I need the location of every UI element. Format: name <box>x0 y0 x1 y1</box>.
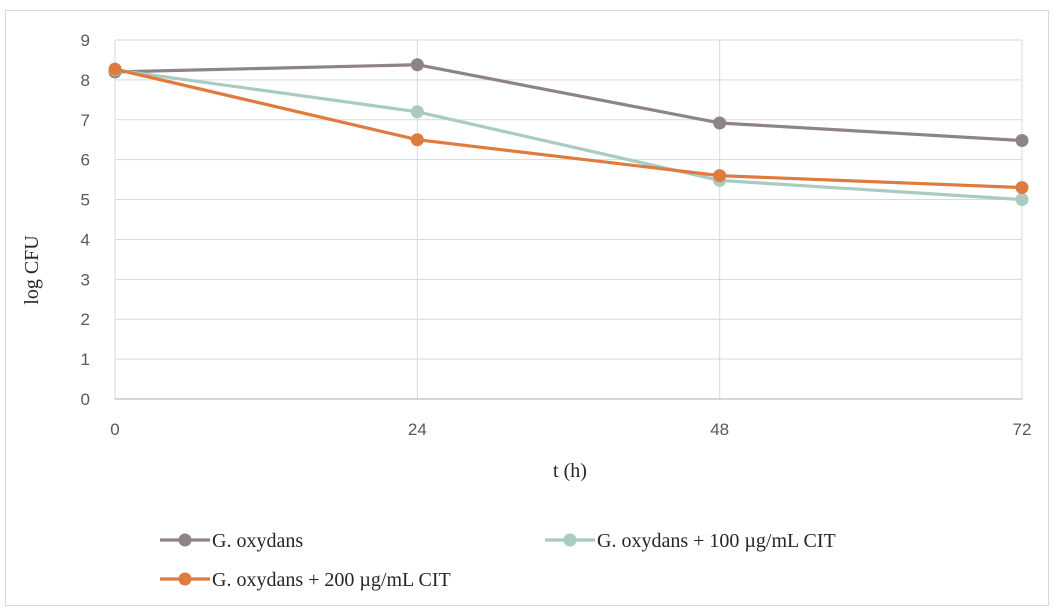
y-tick-label: 0 <box>81 390 90 409</box>
y-tick-label: 6 <box>81 151 90 170</box>
y-tick-label: 9 <box>81 31 90 50</box>
x-tick-label: 72 <box>1013 420 1032 439</box>
legend-label: G. oxydans <box>212 530 303 552</box>
legend-item-3: G. oxydans + 200 µg/mL CIT <box>160 569 451 591</box>
data-point-series-2 <box>1015 193 1029 207</box>
y-tick-label: 1 <box>81 350 90 369</box>
series-line-3 <box>113 67 1024 190</box>
x-tick-label: 0 <box>110 420 119 439</box>
grid-lines <box>114 39 1023 399</box>
y-tick-label: 8 <box>81 71 90 90</box>
y-tick-label: 4 <box>81 230 90 249</box>
legend-item-2: G. oxydans + 100 µg/mL CIT <box>545 530 836 552</box>
legend: G. oxydans G. oxydans + 100 µg/mL CIT G. o… <box>160 530 836 591</box>
legend-label: G. oxydans + 100 µg/mL CIT <box>597 530 836 552</box>
data-point-series-1 <box>410 58 424 72</box>
y-tick-label: 7 <box>81 111 90 130</box>
data-point-series-3 <box>1015 181 1029 195</box>
series-group <box>108 58 1029 207</box>
legend-item-1: G. oxydans <box>160 530 303 552</box>
legend-swatch-marker <box>178 533 192 547</box>
y-tick-labels: 0 1 2 3 4 5 6 7 8 9 <box>81 31 90 409</box>
data-point-series-3 <box>108 62 122 76</box>
data-point-series-2 <box>410 105 424 119</box>
chart-frame <box>5 10 1049 606</box>
legend-label: G. oxydans + 200 µg/mL CIT <box>212 569 451 591</box>
x-tick-labels: 0 24 48 72 <box>110 420 1031 439</box>
y-tick-label: 5 <box>81 191 90 210</box>
legend-swatch-marker <box>563 533 577 547</box>
legend-swatch-marker <box>178 572 192 586</box>
data-point-series-3 <box>410 133 424 147</box>
y-tick-label: 3 <box>81 270 90 289</box>
x-tick-label: 48 <box>710 420 729 439</box>
data-point-series-3 <box>713 169 727 183</box>
data-point-series-1 <box>713 116 727 130</box>
y-axis-title: log CFU <box>21 235 43 305</box>
series-line-1 <box>113 63 1024 143</box>
data-point-series-1 <box>1015 134 1029 148</box>
x-axis-title: t (h) <box>553 460 587 482</box>
y-tick-label: 2 <box>81 310 90 329</box>
x-tick-label: 24 <box>408 420 427 439</box>
series-line-2 <box>113 68 1024 202</box>
